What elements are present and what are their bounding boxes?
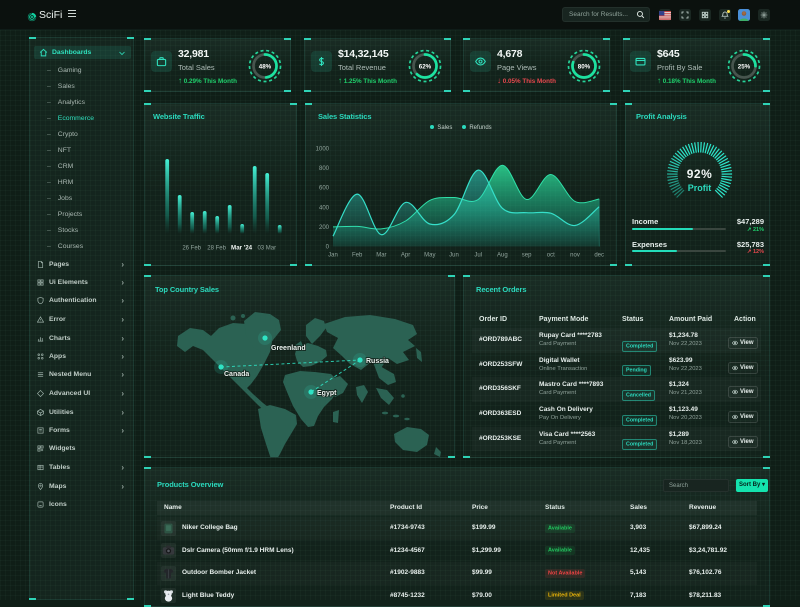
svg-text:Jun: Jun [449, 253, 459, 259]
svg-text:Jul: Jul [474, 253, 482, 259]
svg-text:400: 400 [319, 205, 330, 211]
svg-text:oct: oct [547, 253, 555, 259]
svg-text:Mar: Mar [376, 253, 386, 259]
svg-text:Aug: Aug [497, 253, 508, 259]
svg-text:600: 600 [319, 186, 330, 192]
svg-text:Feb: Feb [352, 253, 363, 259]
svg-text:200: 200 [319, 225, 330, 231]
svg-text:28 Feb: 28 Feb [207, 246, 226, 252]
svg-text:Egypt: Egypt [317, 390, 337, 397]
svg-text:25%: 25% [738, 63, 751, 70]
svg-text:nov: nov [570, 253, 580, 259]
svg-text:48%: 48% [259, 63, 272, 70]
svg-text:Greenland: Greenland [271, 345, 306, 352]
svg-text:26 Feb: 26 Feb [182, 246, 201, 252]
svg-text:dec: dec [594, 253, 604, 259]
svg-text:sep: sep [522, 253, 532, 259]
svg-text:Mar '24: Mar '24 [231, 245, 253, 252]
svg-text:800: 800 [319, 166, 330, 172]
svg-text:1000: 1000 [316, 147, 330, 153]
svg-text:62%: 62% [419, 63, 432, 70]
svg-text:Jan: Jan [328, 253, 338, 259]
svg-text:Canada: Canada [224, 371, 249, 378]
svg-text:Apr: Apr [401, 253, 410, 259]
svg-text:Russia: Russia [366, 358, 389, 365]
svg-text:03 Mar: 03 Mar [257, 246, 276, 252]
svg-text:May: May [424, 253, 435, 259]
svg-text:0: 0 [326, 245, 330, 251]
svg-text:80%: 80% [578, 63, 591, 70]
